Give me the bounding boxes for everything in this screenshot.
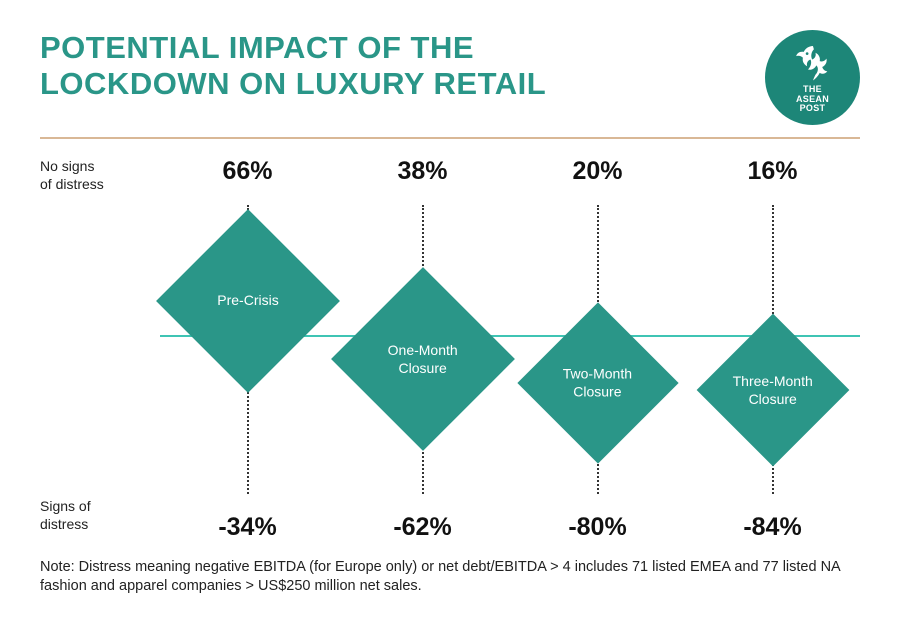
diamond-label: Three-MonthClosure xyxy=(732,372,812,407)
title-line2: LOCKDOWN ON LUXURY RETAIL xyxy=(40,66,546,101)
diamond-col-2: Two-MonthClosure xyxy=(510,205,685,494)
title-line1: POTENTIAL IMPACT OF THE xyxy=(40,30,474,65)
brand-text: THE ASEAN POST xyxy=(796,85,829,115)
diamond-col-3: Three-MonthClosure xyxy=(685,205,860,494)
top-values-row: 66% 38% 20% 16% xyxy=(160,157,860,186)
top-value: 38% xyxy=(335,157,510,186)
top-value: 20% xyxy=(510,157,685,186)
bottom-value: -34% xyxy=(160,513,335,542)
hummingbird-icon xyxy=(792,41,834,83)
top-value: 16% xyxy=(685,157,860,186)
footnote: Note: Distress meaning negative EBITDA (… xyxy=(40,558,860,597)
diamond-label: Pre-Crisis xyxy=(217,292,278,310)
header-divider xyxy=(40,137,860,139)
bottom-value: -80% xyxy=(510,513,685,542)
header: POTENTIAL IMPACT OF THE LOCKDOWN ON LUXU… xyxy=(40,30,860,125)
brand-logo: THE ASEAN POST xyxy=(765,30,860,125)
diamond-two-month: Two-MonthClosure xyxy=(517,302,678,463)
diamond-col-1: One-MonthClosure xyxy=(335,205,510,494)
diamond-pre-crisis: Pre-Crisis xyxy=(156,209,340,393)
diamond-label: Two-MonthClosure xyxy=(563,365,632,400)
diamonds-row: Pre-Crisis One-MonthClosure Two-MonthClo… xyxy=(160,205,860,494)
diamond-one-month: One-MonthClosure xyxy=(331,267,515,451)
diamond-three-month: Three-MonthClosure xyxy=(696,313,849,466)
diamond-col-0: Pre-Crisis xyxy=(160,205,335,494)
no-distress-label: No signsof distress xyxy=(40,157,104,193)
top-value: 66% xyxy=(160,157,335,186)
impact-chart: No signsof distress Signs ofdistress 66%… xyxy=(40,157,860,552)
bottom-value: -84% xyxy=(685,513,860,542)
bottom-values-row: -34% -62% -80% -84% xyxy=(160,513,860,542)
distress-label: Signs ofdistress xyxy=(40,497,91,533)
page-title: POTENTIAL IMPACT OF THE LOCKDOWN ON LUXU… xyxy=(40,30,546,101)
diamond-label: One-MonthClosure xyxy=(387,341,457,376)
bottom-value: -62% xyxy=(335,513,510,542)
